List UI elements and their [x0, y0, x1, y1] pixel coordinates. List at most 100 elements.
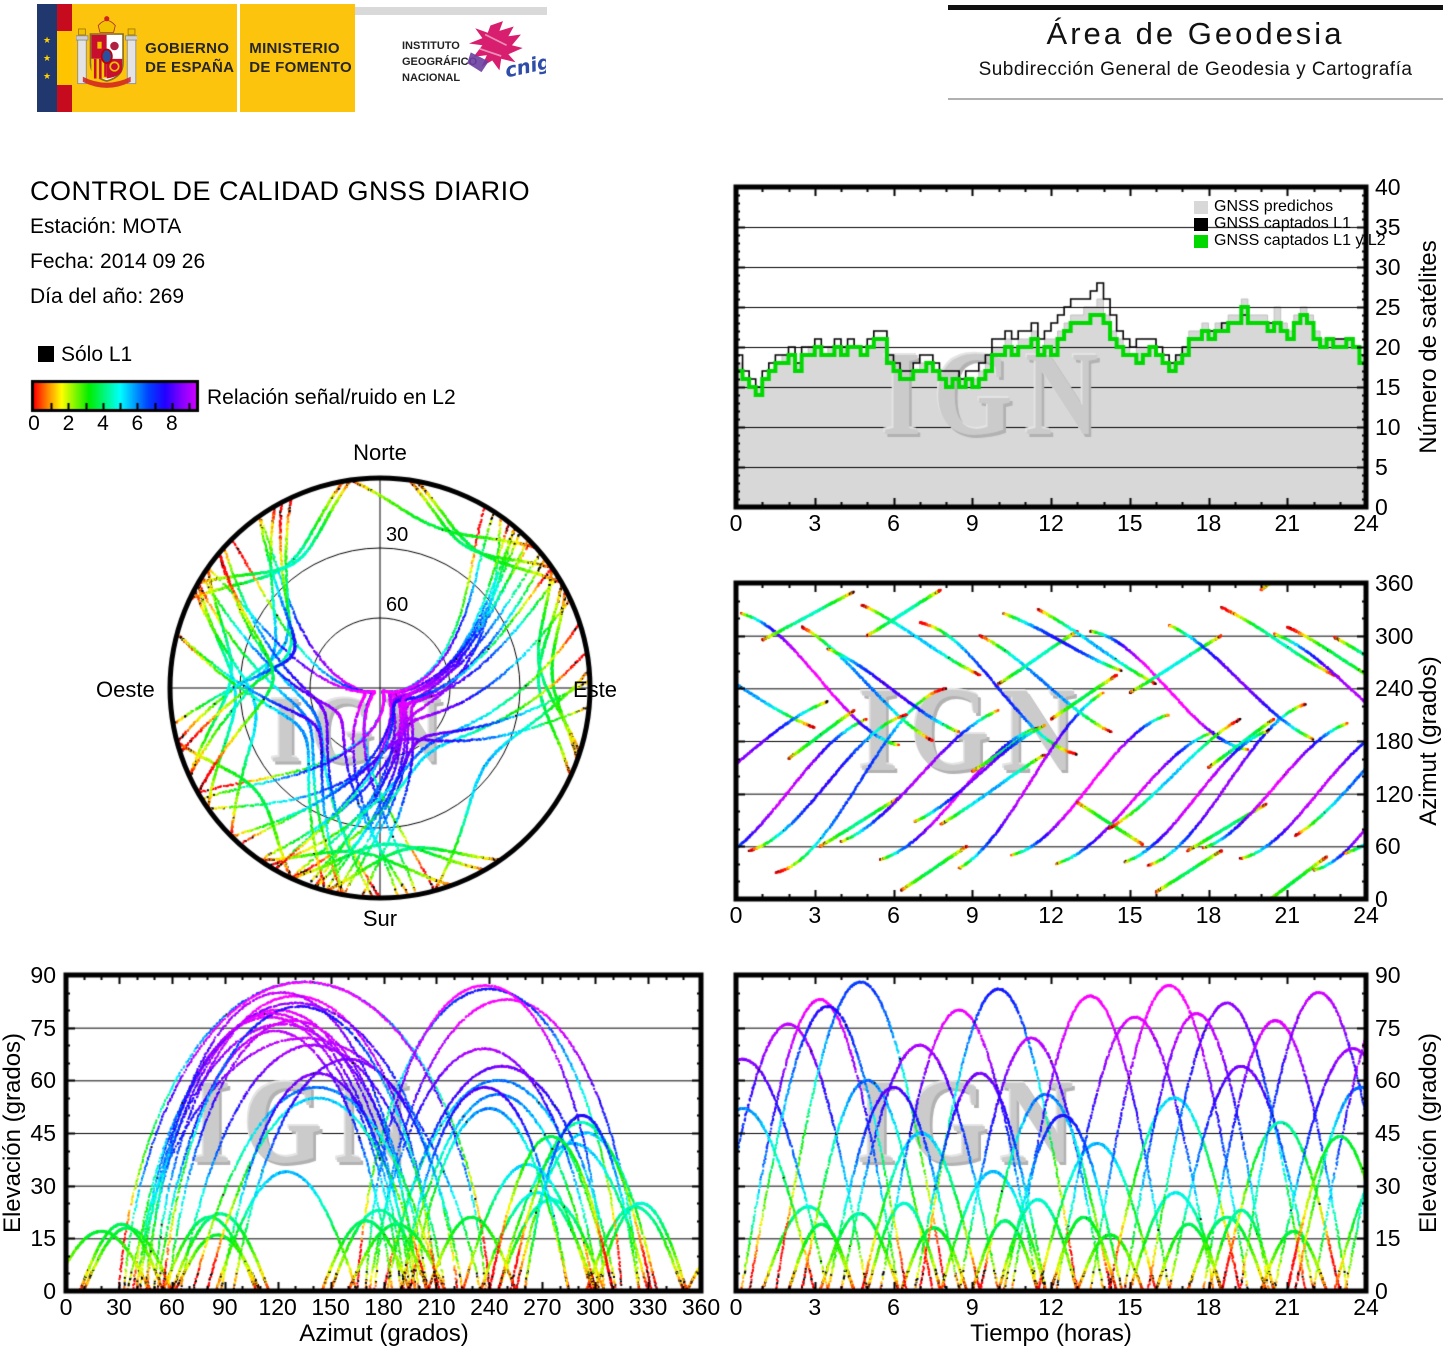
tick-label: 9 [965, 510, 979, 536]
tick-label: 18 [1195, 1294, 1222, 1320]
skyplot-ring-60-label: 60 [386, 594, 409, 616]
satellite-chart-legend: GNSS predichos GNSS captados L1 GNSS cap… [1194, 199, 1386, 249]
skyplot-west-label: Oeste [96, 677, 155, 702]
colorbar-tick-label: 2 [62, 412, 75, 435]
tick-label: 21 [1274, 1294, 1301, 1320]
subdireccion-subtitle: Subdirección General de Geodesia y Carto… [978, 59, 1413, 80]
tick-label: 15 [1375, 374, 1401, 400]
tick-label: 0 [43, 1278, 56, 1304]
tick-label: 21 [1274, 902, 1301, 928]
report-title: CONTROL DE CALIDAD GNSS DIARIO [30, 176, 531, 206]
tick-label: 10 [1375, 414, 1401, 440]
tick-label: 0 [1375, 494, 1388, 520]
tick-label: 0 [1375, 886, 1388, 912]
tick-label: 6 [887, 510, 900, 536]
azimuth-chart-ylabel: Azimut (grados) [1415, 656, 1442, 826]
tick-label: 0 [1375, 1278, 1388, 1304]
tick-label: 30 [1375, 1172, 1401, 1199]
geodesia-header: Área de Geodesia Subdirección General de… [948, 0, 1443, 106]
tick-label: 180 [1375, 728, 1414, 754]
gobierno-logo: ★ ★ ★ GOBIERNO DE ESPAÑA MINISTERIO DE FOMEN… [37, 4, 355, 112]
legend-item-captados-l1-l2: GNSS captados L1 y L2 [1194, 233, 1386, 249]
tick-label: 240 [470, 1294, 509, 1320]
tick-label: 45 [1375, 1120, 1401, 1146]
skyplot-south-label: Sur [362, 906, 398, 931]
tick-label: 0 [729, 1294, 743, 1320]
legend-item-captados-l1: GNSS captados L1 [1194, 216, 1386, 232]
tick-label: 60 [1375, 1067, 1401, 1094]
cnig-logo-icon: cnig [467, 21, 546, 82]
station-label: Estación: MOTA [30, 215, 182, 238]
spain-coat-of-arms-icon [75, 16, 138, 88]
satellite-chart-ylabel: Número de satélites [1415, 240, 1442, 454]
tick-label: 18 [1195, 902, 1222, 928]
tick-label: 30 [30, 1172, 56, 1199]
tick-label: 150 [311, 1294, 350, 1320]
tick-label: 24 [1353, 902, 1379, 928]
elev-time-chart-ylabel: Elevación (grados) [1415, 1032, 1442, 1234]
tick-label: 15 [1116, 902, 1143, 928]
tick-label: 12 [1038, 510, 1064, 536]
legend-swatch-captados-l1-l2 [1194, 234, 1208, 248]
tick-label: 30 [106, 1294, 132, 1320]
tick-label: 60 [30, 1067, 56, 1094]
tick-label: 18 [1195, 510, 1222, 536]
logo-divider [237, 4, 241, 112]
date-label: Fecha: 2014 09 26 [30, 250, 206, 273]
tick-label: 20 [1375, 334, 1401, 360]
tick-label: 0 [729, 510, 743, 536]
day-of-year-label: Día del año: 269 [30, 285, 185, 308]
eu-flag-icon: ★ ★ ★ [37, 4, 58, 112]
tick-label: 120 [1375, 780, 1414, 807]
tick-label: 75 [1375, 1014, 1401, 1041]
tick-label: 300 [575, 1294, 615, 1320]
tick-label: 210 [417, 1294, 456, 1320]
tick-label: 3 [808, 902, 822, 928]
tick-label: 35 [1375, 214, 1401, 240]
tick-label: 24 [1353, 1294, 1379, 1320]
tick-label: 15 [1116, 1294, 1143, 1320]
colorbar-tick-label: 4 [97, 412, 109, 435]
spain-flag-icon [57, 4, 72, 112]
header-rule-bottom [948, 98, 1443, 100]
elev-time-chart-xlabel: Tiempo (horas) [970, 1320, 1132, 1347]
tick-label: 12 [1038, 902, 1064, 928]
tick-label: 30 [1375, 254, 1401, 280]
tick-label: 90 [211, 1294, 238, 1320]
tick-label: 6 [887, 1294, 900, 1320]
tick-label: 120 [258, 1294, 297, 1320]
tick-label: 15 [30, 1225, 56, 1252]
tick-label: 75 [30, 1014, 56, 1041]
legend-swatch-captados-l1 [1194, 217, 1208, 231]
tick-label: 360 [681, 1294, 721, 1320]
skyplot-east-label: Este [573, 677, 618, 702]
tick-label: 60 [159, 1294, 185, 1320]
ign-logo-block: INSTITUTO GEOGRÁFICO NACIONAL cnig [355, 4, 547, 112]
colorbar-tick-label: 0 [28, 412, 40, 435]
tick-label: 45 [30, 1120, 56, 1146]
tick-label: 9 [965, 1294, 979, 1320]
colorbar-tick-label: 6 [131, 412, 144, 435]
tick-label: 0 [729, 902, 743, 928]
gobierno-espana-label: GOBIERNO DE ESPAÑA [145, 40, 235, 76]
tick-label: 12 [1038, 1294, 1064, 1320]
tick-label: 3 [808, 1294, 822, 1320]
tick-label: 240 [1375, 675, 1414, 702]
solo-l1-swatch [38, 346, 54, 362]
skyplot-ring-30-label: 30 [386, 524, 409, 546]
tick-label: 15 [1375, 1225, 1401, 1252]
legend-swatch-predichos [1194, 200, 1208, 214]
tick-label: 90 [1375, 962, 1401, 988]
tick-label: 60 [1375, 833, 1401, 860]
tick-label: 3 [808, 510, 822, 536]
header-rule-top [948, 5, 1443, 10]
tick-label: 330 [628, 1294, 668, 1320]
tick-label: 180 [364, 1294, 403, 1320]
elev-az-chart-xlabel: Azimut (grados) [299, 1320, 469, 1347]
tick-label: 9 [965, 902, 979, 928]
tick-label: 15 [1116, 510, 1143, 536]
instituto-geografico-nacional-label: INSTITUTO GEOGRÁFICO NACIONAL [402, 40, 478, 84]
tick-label: 6 [887, 902, 900, 928]
solo-l1-label: Sólo L1 [61, 343, 133, 366]
